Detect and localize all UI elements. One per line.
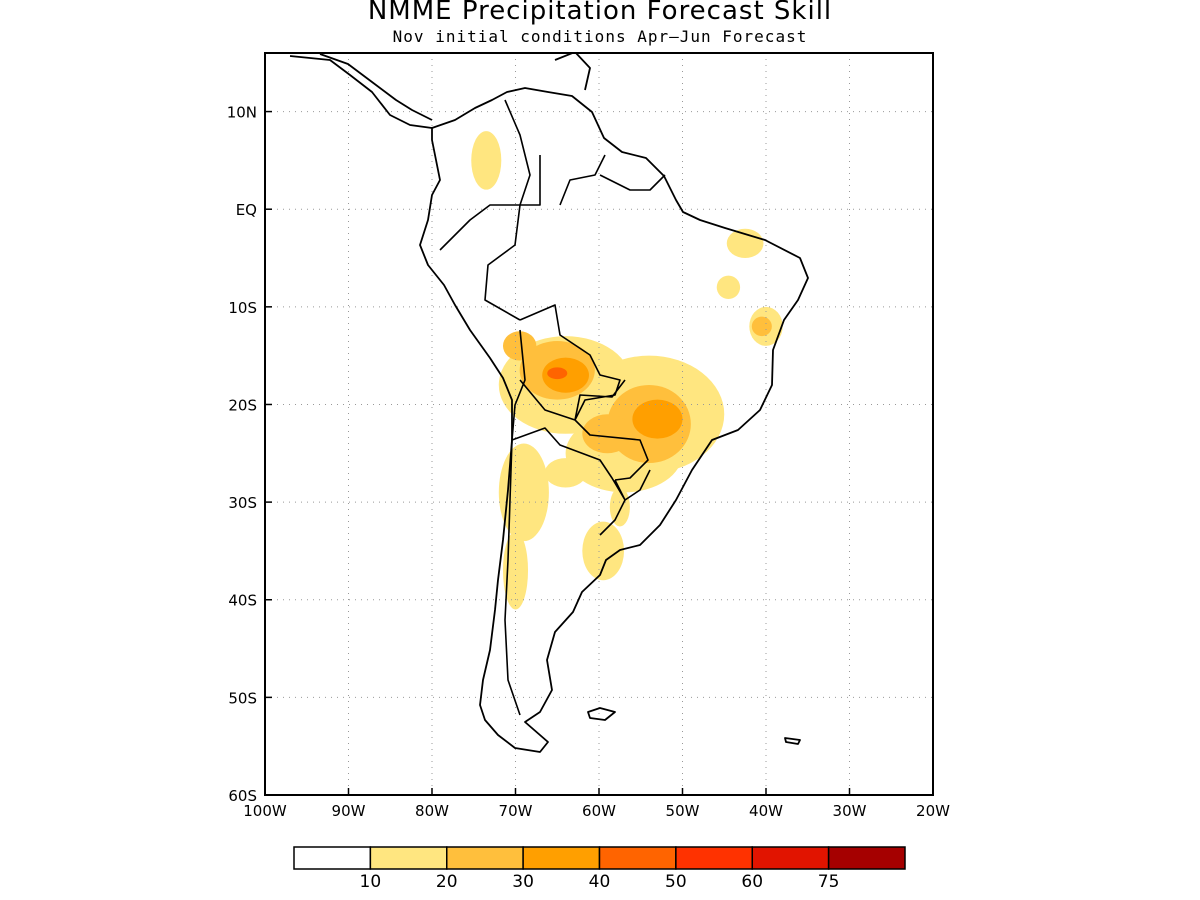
colorbar-label: 10 <box>360 872 382 892</box>
south-america-coastline <box>419 87 809 753</box>
map-frame <box>264 52 934 796</box>
south-georgia-coastline <box>784 737 801 745</box>
lat-tick-label: 40S <box>228 592 257 610</box>
map-gridlines <box>265 53 933 795</box>
colorbar-swatch <box>675 846 753 870</box>
skill-region-level-1 <box>716 275 741 300</box>
colorbar-label: 40 <box>589 872 611 892</box>
central-america-coastline <box>289 53 433 129</box>
skill-region-level-1 <box>609 487 630 527</box>
lat-tick-label: 10N <box>227 104 257 122</box>
skill-region-level-1 <box>471 131 502 190</box>
lon-tick-label: 30W <box>833 802 867 820</box>
skill-region-level-1 <box>582 521 625 581</box>
lat-tick-label: 50S <box>228 689 257 707</box>
lat-tick-label: 60S <box>228 787 257 805</box>
lat-tick-label: EQ <box>236 201 257 219</box>
colorbar-swatch <box>522 846 601 870</box>
latitude-labels: 10N EQ 10S 20S 30S 40S 50S 60S <box>227 104 257 805</box>
lon-tick-label: 100W <box>243 802 287 820</box>
colorbar-swatch <box>598 846 677 870</box>
skill-region-level-2 <box>751 316 772 337</box>
lon-tick-label: 20W <box>916 802 950 820</box>
colorbar-swatch <box>293 846 372 870</box>
colorbar-label: 50 <box>665 872 687 892</box>
lon-tick-label: 70W <box>499 802 533 820</box>
caribbean-coastline <box>554 53 591 91</box>
colorbar-label: 30 <box>512 872 534 892</box>
skill-region-level-2 <box>502 331 537 361</box>
lon-tick-label: 90W <box>332 802 366 820</box>
map-subtitle: Nov initial conditions Apr–Jun Forecast <box>392 27 808 46</box>
colorbar-label: 60 <box>741 872 763 892</box>
colorbar-swatch <box>827 846 906 870</box>
skill-region-level-2 <box>582 414 633 454</box>
lat-tick-label: 30S <box>228 494 257 512</box>
skill-region-level-1 <box>544 458 587 488</box>
falklands-coastline <box>587 707 616 721</box>
lon-tick-label: 50W <box>666 802 700 820</box>
colorbar-label: 20 <box>436 872 458 892</box>
lon-tick-label: 40W <box>749 802 783 820</box>
colorbar-swatch <box>369 846 448 870</box>
skill-region-level-3 <box>632 399 683 439</box>
map-title: NMME Precipitation Forecast Skill <box>367 0 833 26</box>
colorbar: 10 20 30 40 50 60 75 <box>293 846 906 892</box>
country-borders <box>439 99 666 716</box>
longitude-labels: 100W 90W 80W 70W 60W 50W 40W 30W 20W <box>243 802 950 820</box>
lon-tick-label: 80W <box>415 802 449 820</box>
skill-region-level-1 <box>502 531 529 610</box>
lat-tick-label: 10S <box>228 299 257 317</box>
colorbar-swatch <box>446 846 524 870</box>
lat-tick-label: 20S <box>228 396 257 414</box>
coastlines <box>289 53 809 753</box>
colorbar-label: 75 <box>818 872 840 892</box>
skill-region-level-4 <box>547 367 568 380</box>
skill-region-level-1 <box>498 443 549 542</box>
lon-tick-label: 60W <box>582 802 616 820</box>
colorbar-swatch <box>751 846 830 870</box>
skill-shading <box>471 131 783 610</box>
